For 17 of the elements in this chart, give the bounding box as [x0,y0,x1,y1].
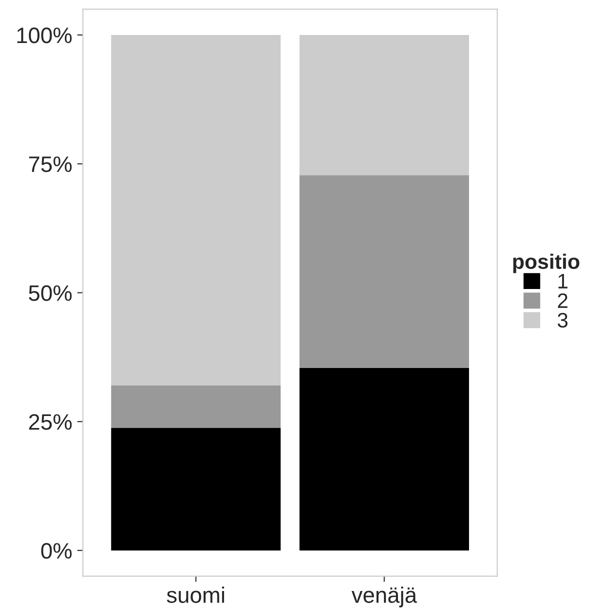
legend-label: 3 [558,312,568,328]
y-tick-label: 75% [29,156,72,172]
legend-label: 2 [558,293,568,308]
y-tick-label: 25% [29,414,72,430]
bar [300,175,470,368]
y-tick-label: 50% [28,285,72,301]
bar [111,428,281,550]
bar [111,385,281,428]
bar [300,34,470,176]
legend-title: positio [513,254,580,274]
x-tick-label: suomi [166,586,224,603]
legend-label: 1 [558,274,568,288]
y-tick-label: 0% [41,542,72,559]
x-tick-label: venäjä [352,586,418,608]
bar [111,34,281,386]
y-tick-label: 100% [17,28,72,44]
bar [300,368,470,550]
